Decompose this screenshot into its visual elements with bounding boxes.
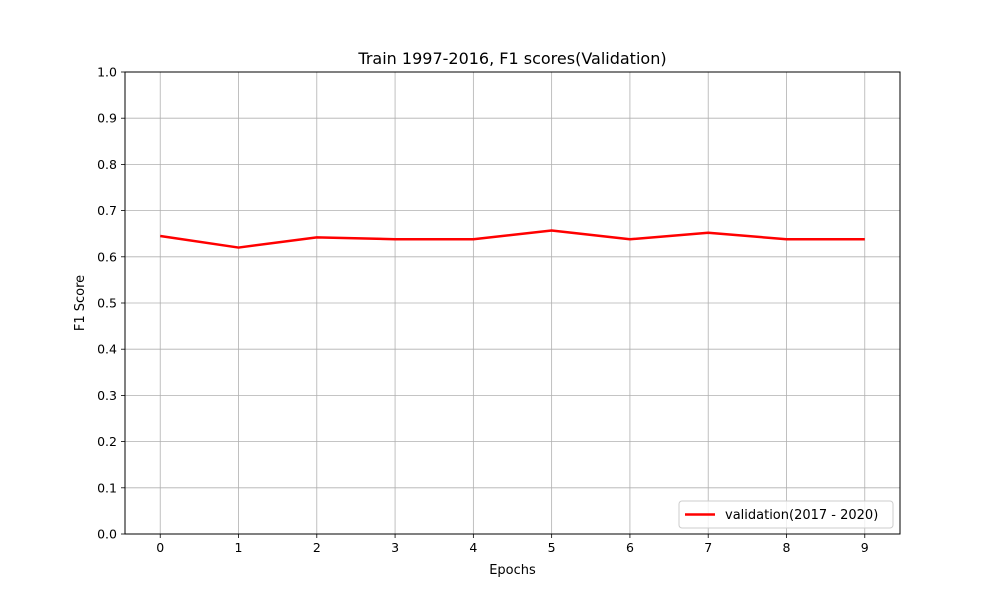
y-tick-label: 0.8 <box>97 157 117 172</box>
grid-lines <box>125 71 900 535</box>
x-tick-label: 1 <box>235 540 243 555</box>
series-lines <box>160 229 865 249</box>
series-line-validation <box>160 229 865 249</box>
legend-label-validation: validation(2017 - 2020) <box>725 508 878 523</box>
legend-box <box>678 500 894 529</box>
y-tick-label: 0.5 <box>97 296 117 311</box>
x-tick-label: 0 <box>156 540 164 555</box>
axis-ticks: 0 1 2 3 4 5 6 7 8 9 0.0 0.1 0.2 0.3 0.4 0.5 0.6 0.7 0.8 0.9… <box>97 65 869 556</box>
x-tick-label: 6 <box>626 540 634 555</box>
y-tick-label: 0.3 <box>97 388 117 403</box>
y-tick-label: 0.2 <box>97 434 117 449</box>
y-axis-label: F1 Score <box>73 275 88 331</box>
x-tick-label: 8 <box>783 540 791 555</box>
y-tick-label: 0.4 <box>97 342 117 357</box>
x-tick-label: 3 <box>391 540 399 555</box>
legend: validation(2017 - 2020) <box>678 500 894 529</box>
y-tick-label: 0.1 <box>97 480 117 495</box>
x-tick-label: 5 <box>548 540 556 555</box>
y-tick-label: 0.7 <box>97 203 117 218</box>
x-tick-label: 2 <box>313 540 321 555</box>
x-axis-label: Epochs <box>489 563 536 578</box>
x-tick-label: 9 <box>861 540 869 555</box>
x-tick-label: 4 <box>469 540 477 555</box>
y-tick-label: 0.6 <box>97 249 117 264</box>
chart-title: Train 1997-2016, F1 scores(Validation) <box>357 49 666 68</box>
y-tick-label: 1.0 <box>97 65 117 80</box>
y-tick-label: 0.0 <box>97 527 117 542</box>
y-tick-label: 0.9 <box>97 111 117 126</box>
x-tick-label: 7 <box>704 540 712 555</box>
